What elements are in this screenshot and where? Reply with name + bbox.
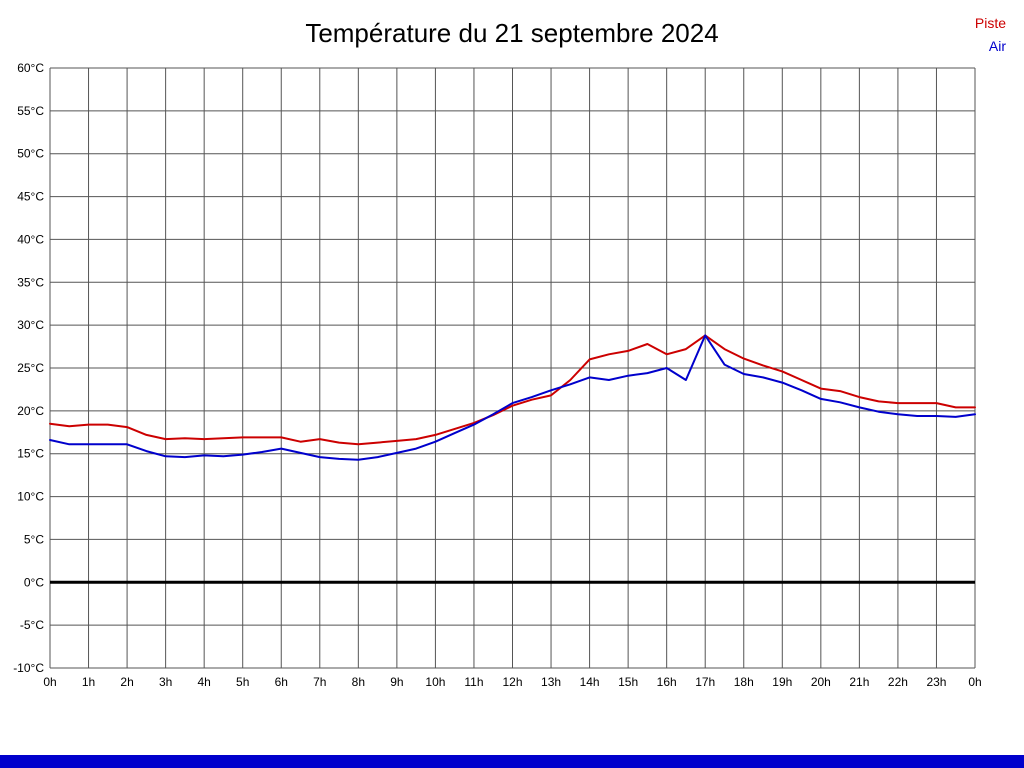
x-axis-tick-label: 18h bbox=[734, 675, 754, 689]
x-axis-tick-label: 14h bbox=[580, 675, 600, 689]
x-axis-tick-label: 13h bbox=[541, 675, 561, 689]
y-axis-tick-label: 40°C bbox=[17, 232, 44, 246]
x-axis-tick-label: 23h bbox=[926, 675, 946, 689]
y-axis-tick-label: 45°C bbox=[17, 190, 44, 204]
y-axis-tick-label: 50°C bbox=[17, 147, 44, 161]
y-axis-tick-label: 25°C bbox=[17, 361, 44, 375]
x-axis-tick-label: 4h bbox=[197, 675, 210, 689]
y-axis-tick-label: 15°C bbox=[17, 447, 44, 461]
legend-air-label: Air bbox=[988, 38, 1006, 54]
x-axis-tick-label: 12h bbox=[502, 675, 522, 689]
series-line-piste bbox=[49, 334, 976, 446]
x-axis-tick-label: 1h bbox=[82, 675, 95, 689]
x-axis-tick-label: 0h bbox=[968, 675, 981, 689]
x-axis-tick-label: 2h bbox=[120, 675, 133, 689]
y-axis-tick-label: -5°C bbox=[20, 618, 44, 632]
x-axis-tick-label: 16h bbox=[657, 675, 677, 689]
x-axis-tick-label: 15h bbox=[618, 675, 638, 689]
x-axis-tick-label: 21h bbox=[849, 675, 869, 689]
x-axis-tick-label: 22h bbox=[888, 675, 908, 689]
x-axis-tick-label: 20h bbox=[811, 675, 831, 689]
y-axis-tick-label: 5°C bbox=[24, 532, 44, 546]
series-line-air bbox=[49, 334, 976, 461]
y-axis-tick-label: 30°C bbox=[17, 318, 44, 332]
footer-bar bbox=[0, 755, 1024, 768]
x-axis-tick-label: 19h bbox=[772, 675, 792, 689]
y-axis-tick-label: 10°C bbox=[17, 490, 44, 504]
x-axis-tick-label: 10h bbox=[425, 675, 445, 689]
legend-piste-label: Piste bbox=[974, 15, 1006, 31]
y-axis-tick-label: 60°C bbox=[17, 61, 44, 75]
x-axis-tick-label: 6h bbox=[275, 675, 288, 689]
y-axis-tick-label: 20°C bbox=[17, 404, 44, 418]
x-axis-tick-label: 3h bbox=[159, 675, 172, 689]
x-axis-tick-label: 9h bbox=[390, 675, 403, 689]
x-axis-tick-label: 7h bbox=[313, 675, 326, 689]
x-axis-tick-label: 11h bbox=[464, 675, 483, 689]
y-axis-tick-label: -10°C bbox=[13, 661, 44, 675]
y-axis-tick-label: 55°C bbox=[17, 104, 44, 118]
x-axis-tick-label: 5h bbox=[236, 675, 249, 689]
y-axis-tick-label: 35°C bbox=[17, 275, 44, 289]
y-axis-tick-label: 0°C bbox=[24, 575, 44, 589]
x-axis-tick-label: 17h bbox=[695, 675, 715, 689]
chart-legend: Piste Air bbox=[975, 12, 1006, 58]
x-axis-tick-label: 0h bbox=[43, 675, 56, 689]
x-axis-tick-label: 8h bbox=[352, 675, 365, 689]
chart-title: Température du 21 septembre 2024 bbox=[305, 18, 719, 48]
